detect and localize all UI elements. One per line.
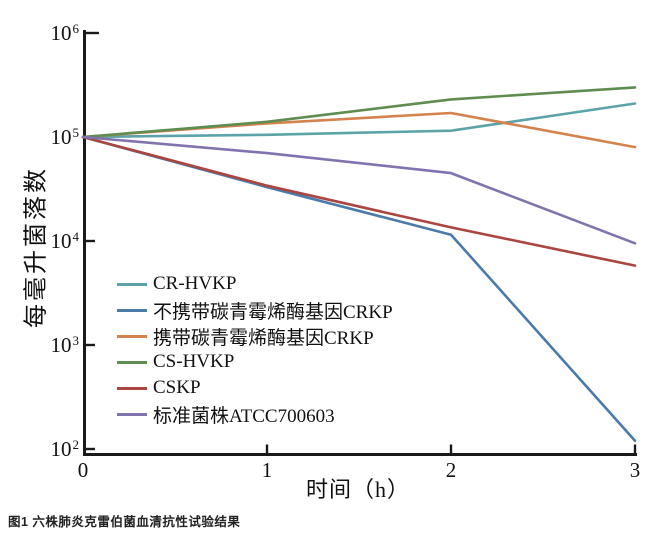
legend-item-4: CSKP	[117, 375, 393, 401]
y-tick-label-1e5: 105	[50, 125, 80, 149]
legend-item-2: 携带碳青霉烯酶基因CRKP	[117, 323, 393, 349]
legend-line-swatch-2	[117, 334, 147, 338]
y-tick-label-1e4: 104	[50, 229, 80, 253]
series-line-0	[81, 102, 637, 139]
y-axis-title: 每毫升菌落数	[23, 166, 50, 328]
y-tick-label-1e6: 106	[50, 21, 80, 45]
chart-legend: CR-HVKP 不携带碳青霉烯酶基因CRKP 携带碳青霉烯酶基因CRKP CS-HVK…	[117, 271, 393, 427]
series-line-4	[81, 135, 637, 267]
legend-line-swatch-0	[117, 282, 147, 286]
figure-caption: 图1 六株肺炎克雷伯菌血清抗性试验结果	[8, 515, 241, 529]
legend-label-1: 不携带碳青霉烯酶基因CRKP	[153, 301, 393, 323]
x-tick-label-3: 3	[629, 458, 641, 482]
y-tick-label-1e2: 102	[50, 437, 80, 461]
legend-label-3: CS-HVKP	[153, 351, 235, 372]
x-tick-label-0: 0	[77, 458, 89, 482]
legend-line-swatch-4	[117, 386, 147, 390]
legend-line-swatch-3	[117, 360, 147, 364]
legend-item-0: CR-HVKP	[117, 271, 393, 297]
series-line-3	[81, 86, 637, 139]
series-line-5	[81, 135, 637, 245]
legend-label-4: CSKP	[153, 377, 201, 398]
legend-item-1: 不携带碳青霉烯酶基因CRKP	[117, 297, 393, 323]
legend-line-swatch-1	[117, 308, 147, 312]
x-tick-label-1: 1	[261, 458, 273, 482]
x-axis-title: 时间（h）	[305, 477, 411, 502]
legend-label-2: 携带碳青霉烯酶基因CRKP	[153, 327, 374, 349]
legend-line-swatch-5	[117, 412, 147, 416]
legend-item-5: 标准菌株ATCC700603	[117, 401, 393, 427]
legend-label-0: CR-HVKP	[153, 273, 237, 294]
legend-item-3: CS-HVKP	[117, 349, 393, 375]
x-tick-label-2: 2	[445, 458, 457, 482]
y-tick-label-1e3: 103	[50, 333, 80, 357]
legend-label-5: 标准菌株ATCC700603	[153, 405, 335, 427]
